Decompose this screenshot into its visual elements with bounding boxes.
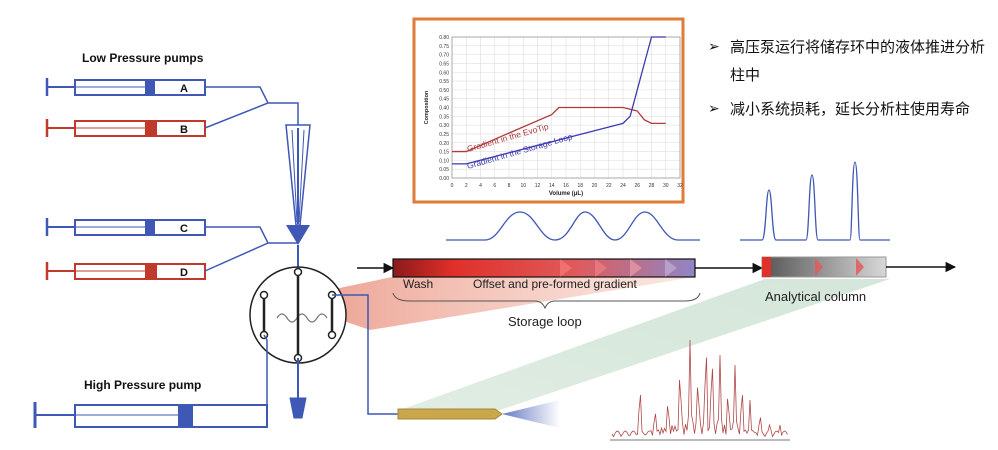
gradient-waves [446,211,700,241]
chart-ytick-label: 0.00 [439,176,449,182]
chromatography-peaks [740,161,890,241]
wash-label: Wash [403,277,433,291]
chart-xtick-label: 20 [592,183,598,189]
pump-a-label: A [180,83,188,95]
chart-xtick-label: 26 [634,183,640,189]
chart-ytick-label: 0.10 [439,158,449,164]
high-pressure-pump [33,334,268,428]
bullet-list: ➢ 高压泵运行将储存环中的液体推进分析柱中 ➢ 减小系统损耗，延长分析柱使用寿命 [708,33,998,129]
storage-loop-label: Storage loop [508,314,582,329]
bullet-text-2: 减小系统损耗，延长分析柱使用寿命 [730,100,971,118]
analytical-column-emitter [397,400,560,428]
gradient-chart-frame [412,17,685,204]
chart-ytick-label: 0.65 [439,61,449,67]
chart-xtick-label: 12 [535,183,541,189]
chart-x-axis-title: Volume (μL) [549,191,583,197]
pump-d-label: D [180,267,188,279]
chart-ytick-label: 0.70 [439,53,449,59]
chart-xtick-label: 28 [649,183,655,189]
storage-loop-highlight [282,277,695,330]
chart-xtick-label: 22 [606,183,612,189]
evotip [285,124,311,245]
pump-b: B [45,119,206,137]
tubing-low-pressure [204,86,299,272]
chart-ytick-label: 0.20 [439,141,449,147]
chart-ytick-label: 0.25 [439,132,449,138]
chart-xtick-label: 16 [563,183,569,189]
pump-b-label: B [180,124,188,136]
bullet-marker-1: ➢ [708,39,720,55]
pump-d: D [45,262,206,280]
chart-ytick-label: 0.35 [439,114,449,120]
chart-xtick-label: 24 [620,183,626,189]
chart-xtick-label: 4 [479,183,482,189]
chart-xtick-label: 30 [663,183,669,189]
bullet-marker-2: ➢ [708,101,720,117]
chart-ytick-label: 0.75 [439,44,449,50]
chart-ytick-label: 0.05 [439,167,449,173]
tubing-to-column [332,294,398,415]
chart-ytick-label: 0.15 [439,150,449,156]
chart-series-line-2 [452,36,666,165]
chart-xtick-label: 10 [520,183,526,189]
chart-xtick-label: 18 [577,183,583,189]
pump-c: C [45,218,206,236]
chart-xtick-label: 6 [493,183,496,189]
pump-c-label: C [180,223,188,235]
storage-loop-bar [357,258,764,278]
mass-spectrum [610,339,790,441]
offset-gradient-label: Offset and pre-formed gradient [473,277,638,291]
chart-ytick-label: 0.60 [439,70,449,76]
chart-ytick-label: 0.40 [439,106,449,112]
chart-ytick-label: 0.55 [439,79,449,85]
storage-loop-brace [392,292,701,310]
chart-series-line-1 [452,106,666,153]
column-highlight [400,279,890,410]
chart-ytick-label: 0.30 [439,123,449,129]
bullet-item-1: ➢ 高压泵运行将储存环中的液体推进分析柱中 [708,33,998,89]
chart-ytick-label: 0.45 [439,97,449,103]
chart-xtick-label: 2 [465,183,468,189]
chart-y-axis-title: Composition [424,90,430,124]
bullet-item-2: ➢ 减小系统损耗，延长分析柱使用寿命 [708,95,998,123]
pump-a: A [45,78,206,96]
injection-valve [249,245,347,419]
chart-xtick-label: 8 [508,183,511,189]
low-pressure-pumps-label: Low Pressure pumps [82,51,204,65]
chart-ytick-label: 0.50 [439,88,449,94]
chart-xtick-label: 32 [677,183,683,189]
analytical-column-label: Analytical column [765,289,866,304]
bullet-text-1: 高压泵运行将储存环中的液体推进分析柱中 [730,38,986,84]
chart-ytick-label: 0.80 [439,35,449,41]
chart-xtick-label: 0 [451,183,454,189]
high-pressure-pump-label: High Pressure pump [84,378,201,392]
chart-xtick-label: 14 [549,183,555,189]
chart-plot-area [451,36,681,179]
analytical-column-bar [761,256,957,278]
